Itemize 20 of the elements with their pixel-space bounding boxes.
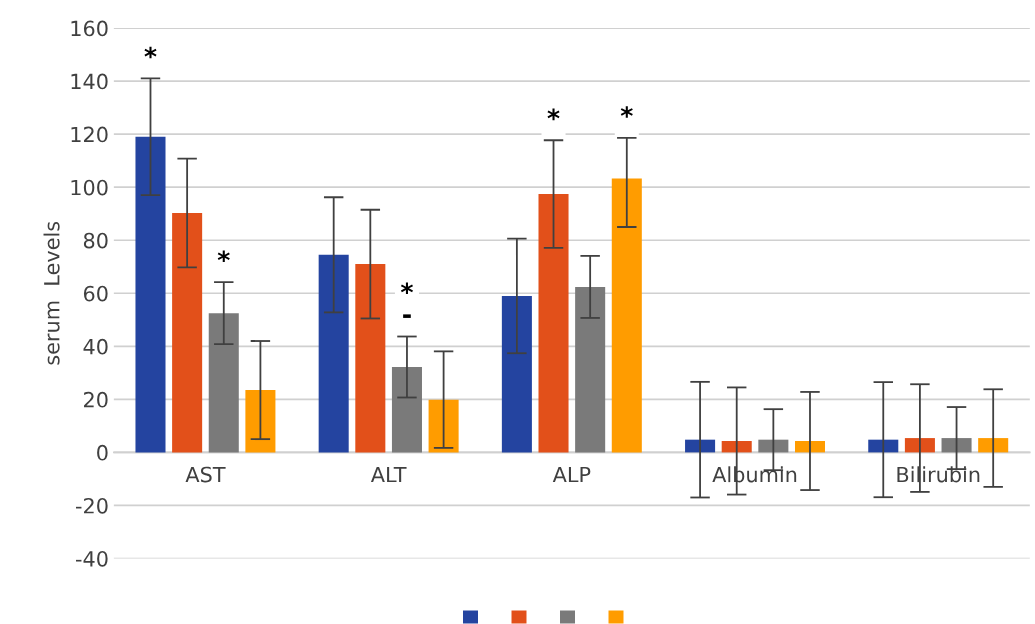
data-label: * -: [400, 282, 413, 318]
y-tick-label: 120: [71, 126, 108, 143]
y-tick-label: 0: [97, 444, 108, 461]
y-tick-label: 160: [71, 20, 108, 37]
y-tick-label: -40: [75, 550, 108, 567]
y-tick-label: 20: [84, 391, 108, 408]
data-label: *: [144, 46, 157, 59]
y-tick-label: 140: [71, 73, 108, 90]
y-tick-label: 100: [71, 179, 108, 196]
x-tick-label: ALP: [552, 466, 591, 483]
data-label: *: [217, 250, 230, 263]
x-tick-label: AST: [185, 466, 226, 483]
y-axis-title: serum Levels: [43, 221, 60, 365]
x-tick-label: ALT: [370, 466, 407, 483]
data-label: *: [620, 106, 633, 118]
data-label: *: [547, 108, 560, 121]
y-tick-label: -20: [75, 497, 108, 514]
y-tick-label: 80: [83, 232, 108, 249]
y-tick-label: 40: [83, 338, 108, 355]
y-tick-label: 60: [83, 285, 108, 302]
